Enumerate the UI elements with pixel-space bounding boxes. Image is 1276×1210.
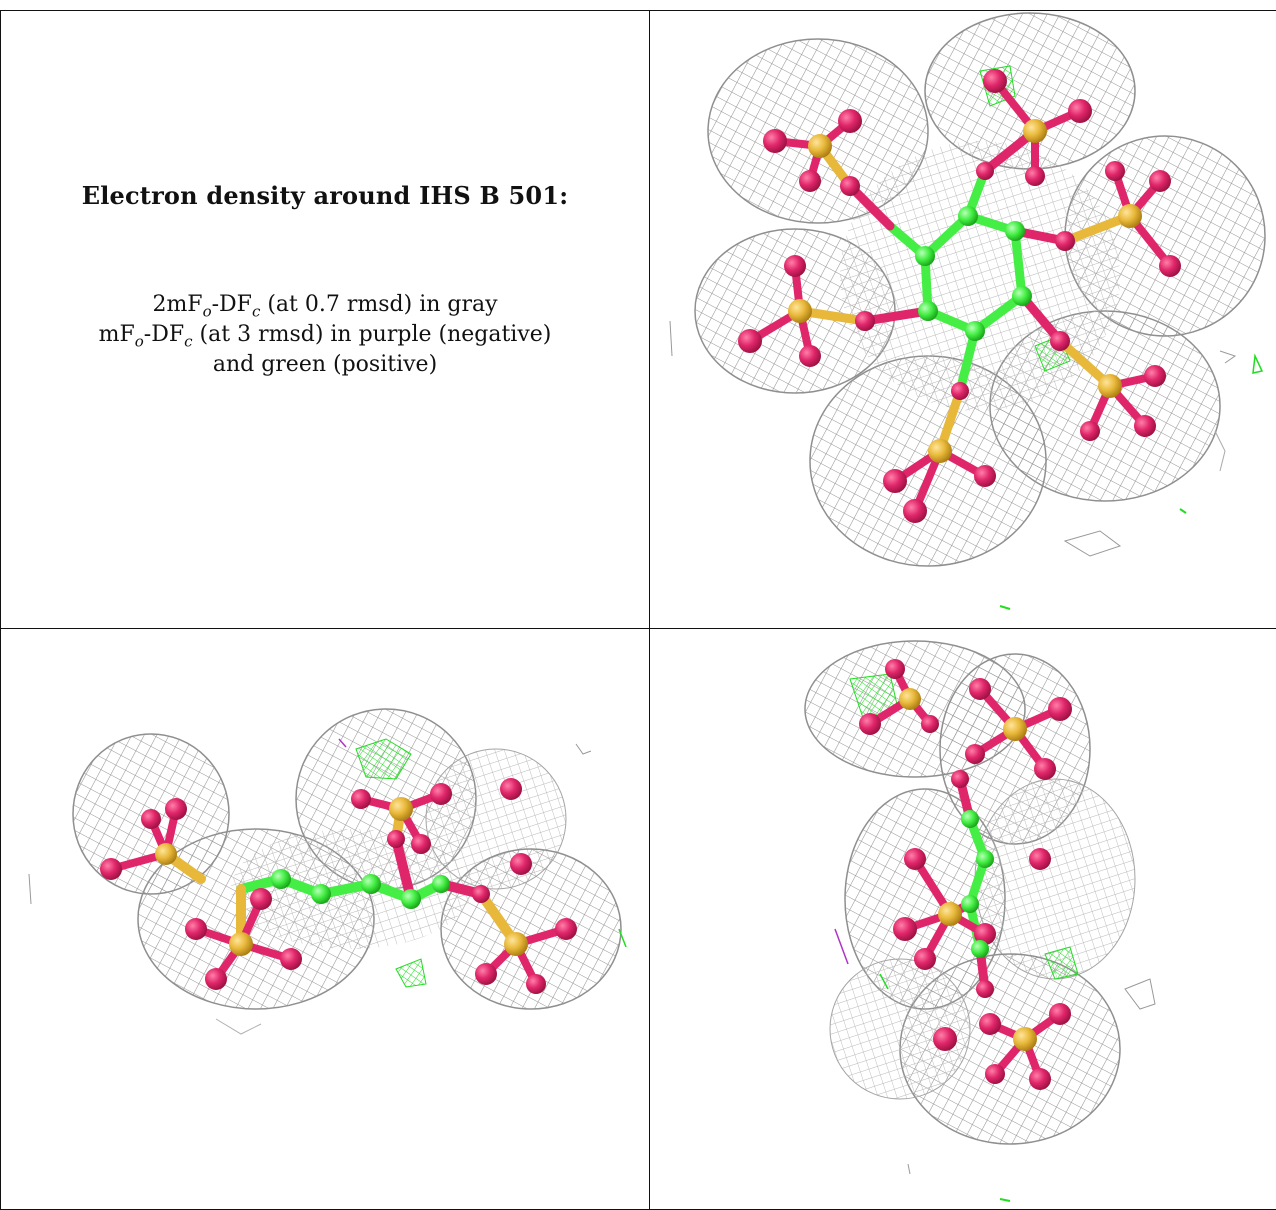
caption-line-green: and green (positive) bbox=[1, 350, 649, 380]
caption-title: Electron density around IHS B 501: bbox=[1, 181, 649, 210]
molecule-end-view-image bbox=[650, 629, 1276, 1210]
caption-line-difference: mFo-DFc (at 3 rmsd) in purple (negative) bbox=[1, 320, 649, 350]
caption-cell: Electron density around IHS B 501: 2mFo-… bbox=[1, 11, 650, 629]
caption-lines: 2mFo-DFc (at 0.7 rmsd) in gray mFo-DFc (… bbox=[1, 290, 649, 380]
molecule-side-view-image bbox=[1, 629, 650, 1210]
panel-end-view bbox=[650, 629, 1276, 1210]
caption-line-gray: 2mFo-DFc (at 0.7 rmsd) in gray bbox=[1, 290, 649, 320]
caption: Electron density around IHS B 501: 2mFo-… bbox=[1, 181, 649, 380]
panel-top-view bbox=[650, 11, 1276, 629]
molecule-top-view-image bbox=[650, 11, 1276, 629]
panel-side-view bbox=[1, 629, 650, 1210]
figure-table: Electron density around IHS B 501: 2mFo-… bbox=[0, 10, 1276, 1210]
